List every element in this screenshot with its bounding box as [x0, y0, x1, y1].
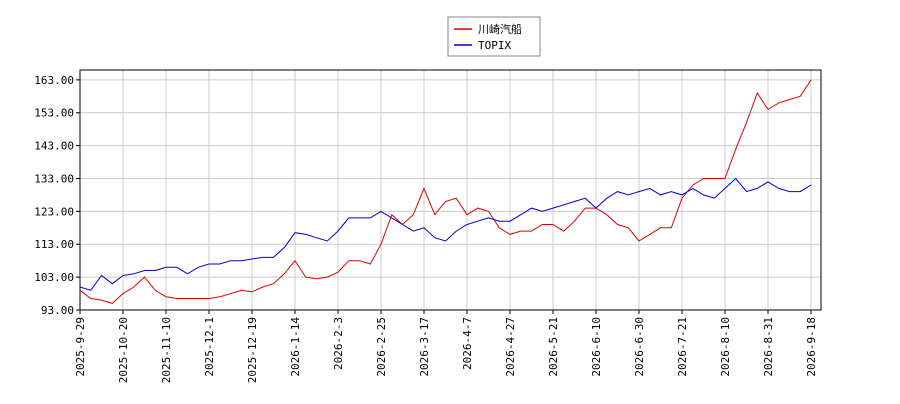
y-tick-label: 153.00 [34, 107, 74, 120]
y-tick-label: 113.00 [34, 238, 74, 251]
x-tick-label: 2025-11-10 [160, 317, 173, 383]
x-tick-label: 2026-2-25 [375, 317, 388, 377]
y-tick-label: 133.00 [34, 172, 74, 185]
x-tick-label: 2025-10-20 [117, 317, 130, 383]
x-tick-label: 2026-3-17 [418, 317, 431, 377]
legend-box [447, 16, 541, 57]
x-tick-label: 2025-12-1 [203, 317, 216, 377]
x-tick-label: 2026-4-27 [504, 317, 517, 377]
x-tick-label: 2026-4-7 [461, 317, 474, 370]
x-tick-label: 2026-6-10 [590, 317, 603, 377]
x-tick-label: 2026-9-18 [805, 317, 818, 377]
y-tick-label: 163.00 [34, 74, 74, 87]
legend-label: TOPIX [478, 39, 511, 52]
y-tick-label: 123.00 [34, 205, 74, 218]
x-tick-label: 2026-1-14 [289, 317, 302, 377]
x-tick-label: 2026-7-21 [676, 317, 689, 377]
x-tick-label: 2025-12-19 [246, 317, 259, 383]
y-tick-label: 143.00 [34, 140, 74, 153]
x-tick-label: 2026-8-31 [762, 317, 775, 377]
x-tick-label: 2026-8-10 [719, 317, 732, 377]
y-tick-label: 93.00 [41, 304, 74, 317]
x-tick-label: 2026-6-30 [633, 317, 646, 377]
series-line [79, 177, 812, 291]
series-line [79, 79, 812, 304]
plot-frame [79, 69, 822, 311]
y-tick-label: 103.00 [34, 271, 74, 284]
x-tick-label: 2025-9-29 [74, 317, 87, 377]
legend-label: 川崎汽船 [478, 22, 522, 36]
x-tick-label: 2026-2-3 [332, 317, 345, 370]
x-tick-label: 2026-5-21 [547, 317, 560, 377]
